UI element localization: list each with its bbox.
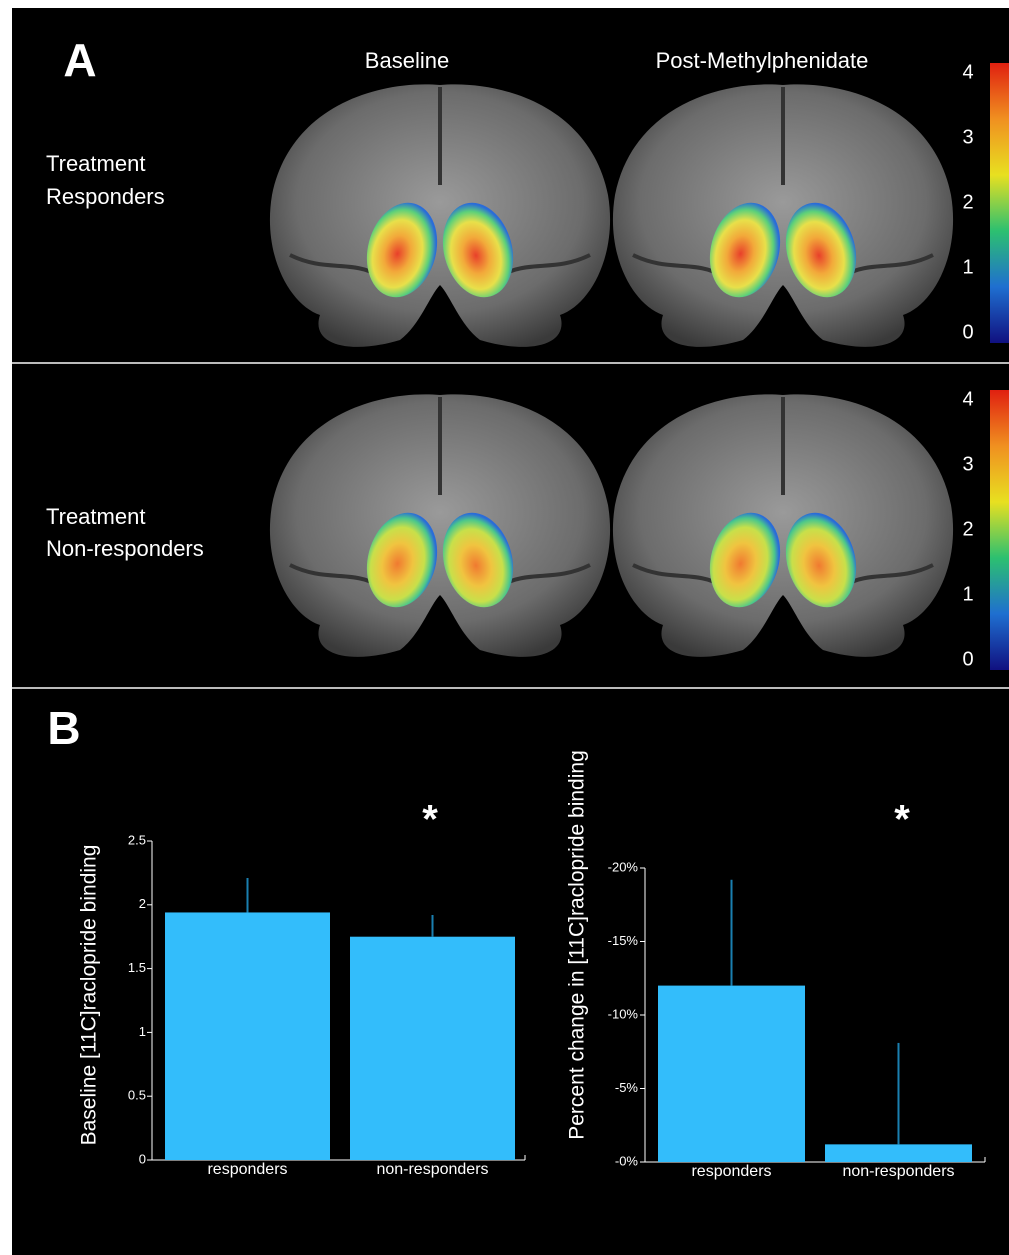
- x-tick-label: non-responders: [376, 1161, 488, 1178]
- panel-label: B: [47, 702, 80, 754]
- y-tick-label: -15%: [608, 933, 639, 948]
- colorbar-tick-label: 1: [962, 583, 973, 605]
- bar: [825, 1144, 972, 1162]
- colorbar-tick-label: 0: [962, 321, 973, 343]
- x-tick-label: responders: [207, 1161, 287, 1178]
- row-label: Treatment: [46, 504, 145, 529]
- bar: [350, 937, 515, 1160]
- colorbar: [990, 63, 1009, 343]
- colorbar-tick-label: 3: [962, 126, 973, 148]
- x-tick-label: non-responders: [842, 1163, 954, 1180]
- row-label: Treatment: [46, 151, 145, 176]
- annotation: *: [422, 798, 438, 842]
- y-axis-label: Baseline [11C]raclopride binding: [78, 845, 101, 1146]
- row-label: Non-responders: [46, 536, 204, 561]
- colorbar-tick-label: 2: [962, 191, 973, 213]
- y-tick-label: 0.5: [128, 1088, 146, 1103]
- y-tick-label: -0%: [615, 1153, 639, 1168]
- column-header: Baseline: [365, 48, 449, 73]
- y-axis-label: Percent change in [11C]raclopride bindin…: [566, 750, 589, 1140]
- colorbar-tick-label: 1: [962, 256, 973, 278]
- y-tick-label: 0: [139, 1151, 146, 1166]
- colorbar-tick-label: 2: [962, 518, 973, 540]
- panel-label: A: [63, 34, 96, 86]
- column-header: Post-Methylphenidate: [656, 48, 869, 73]
- row-label: Responders: [46, 184, 165, 209]
- x-tick-label: responders: [691, 1163, 771, 1180]
- y-tick-label: -5%: [615, 1080, 639, 1095]
- y-tick-label: 2: [139, 896, 146, 911]
- colorbar: [990, 390, 1009, 670]
- colorbar-tick-label: 4: [962, 61, 973, 83]
- bar: [658, 986, 805, 1162]
- y-tick-label: -10%: [608, 1006, 639, 1021]
- y-tick-label: 2.5: [128, 832, 146, 847]
- y-tick-label: 1: [139, 1024, 146, 1039]
- y-tick-label: -20%: [608, 859, 639, 874]
- colorbar-tick-label: 3: [962, 453, 973, 475]
- annotation: *: [894, 798, 910, 842]
- figure: A Baseline Post-Methylphenidate Treatmen…: [0, 0, 1009, 1255]
- colorbar-tick-label: 4: [962, 388, 973, 410]
- bar: [165, 912, 330, 1160]
- y-tick-label: 1.5: [128, 960, 146, 975]
- colorbar-tick-label: 0: [962, 648, 973, 670]
